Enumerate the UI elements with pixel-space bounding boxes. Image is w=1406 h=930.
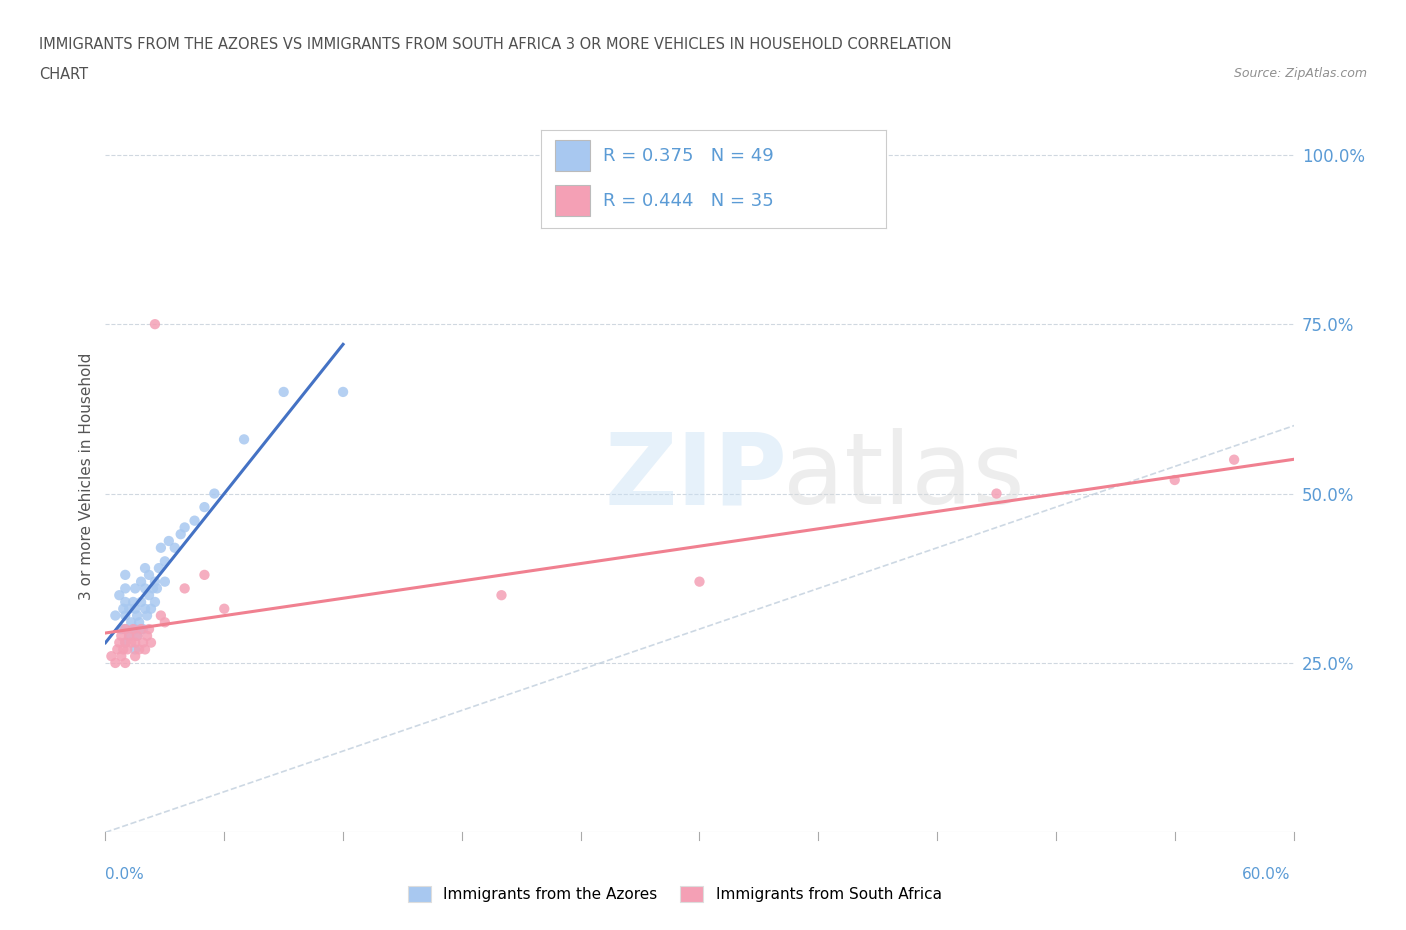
Point — [170, 526, 193, 541]
Point — [104, 656, 127, 671]
Point — [153, 615, 176, 630]
Point — [138, 588, 160, 603]
Point — [128, 615, 150, 630]
Point — [114, 567, 136, 582]
Point — [136, 629, 159, 644]
Legend: Immigrants from the Azores, Immigrants from South Africa: Immigrants from the Azores, Immigrants f… — [402, 880, 948, 909]
Point — [122, 621, 145, 636]
Text: ZIP: ZIP — [605, 428, 787, 525]
Text: R = 0.375   N = 49: R = 0.375 N = 49 — [603, 147, 775, 165]
Point — [1223, 452, 1246, 467]
Point — [122, 594, 145, 609]
Bar — [555, 185, 589, 216]
Point — [115, 642, 138, 657]
Point — [114, 656, 136, 671]
Point — [202, 486, 225, 501]
Point — [100, 649, 122, 664]
Point — [124, 581, 146, 596]
Point — [138, 567, 160, 582]
Point — [124, 621, 146, 636]
Point — [1164, 472, 1187, 487]
Text: CHART: CHART — [39, 67, 89, 82]
Point — [183, 513, 205, 528]
Point — [112, 642, 135, 657]
Point — [139, 635, 162, 650]
Point — [127, 629, 149, 644]
Point — [124, 635, 146, 650]
Point — [114, 581, 136, 596]
Y-axis label: 3 or more Vehicles in Household: 3 or more Vehicles in Household — [79, 353, 94, 600]
Point — [112, 602, 135, 617]
Point — [134, 581, 156, 596]
Point — [986, 486, 1008, 501]
Point — [193, 499, 215, 514]
Point — [233, 432, 256, 446]
Point — [132, 635, 155, 650]
Point — [143, 574, 166, 589]
Point — [114, 635, 136, 650]
Point — [138, 621, 160, 636]
Point — [148, 561, 170, 576]
Point — [332, 384, 354, 399]
Point — [114, 608, 136, 623]
Point — [163, 540, 186, 555]
Point — [118, 602, 141, 617]
Point — [120, 635, 142, 650]
Point — [118, 629, 141, 644]
Point — [127, 608, 149, 623]
Text: IMMIGRANTS FROM THE AZORES VS IMMIGRANTS FROM SOUTH AFRICA 3 OR MORE VEHICLES IN: IMMIGRANTS FROM THE AZORES VS IMMIGRANTS… — [39, 37, 952, 52]
Point — [114, 621, 136, 636]
Point — [214, 602, 236, 617]
Point — [143, 317, 166, 332]
Point — [142, 581, 165, 596]
Point — [127, 629, 149, 644]
Point — [114, 594, 136, 609]
Point — [129, 574, 152, 589]
Point — [157, 534, 180, 549]
Point — [491, 588, 513, 603]
Point — [134, 602, 156, 617]
Point — [273, 384, 295, 399]
Point — [149, 608, 172, 623]
Point — [110, 621, 132, 636]
Text: 60.0%: 60.0% — [1243, 867, 1291, 882]
Point — [129, 621, 152, 636]
Point — [108, 635, 131, 650]
Point — [120, 615, 142, 630]
Bar — [555, 140, 589, 171]
Point — [105, 642, 128, 657]
Point — [136, 608, 159, 623]
Point — [108, 588, 131, 603]
Point — [149, 540, 172, 555]
Point — [110, 629, 132, 644]
Text: Source: ZipAtlas.com: Source: ZipAtlas.com — [1233, 67, 1367, 80]
Point — [153, 554, 176, 569]
Point — [689, 574, 711, 589]
Point — [129, 594, 152, 609]
Point — [143, 594, 166, 609]
Point — [134, 642, 156, 657]
Point — [110, 649, 132, 664]
Point — [124, 642, 146, 657]
Point — [173, 520, 195, 535]
Point — [146, 581, 169, 596]
Text: R = 0.444   N = 35: R = 0.444 N = 35 — [603, 192, 775, 209]
Point — [118, 629, 141, 644]
Point — [128, 642, 150, 657]
Point — [139, 602, 162, 617]
Point — [132, 621, 155, 636]
Point — [124, 649, 146, 664]
Point — [124, 602, 146, 617]
Point — [153, 574, 176, 589]
Point — [114, 635, 136, 650]
Point — [193, 567, 215, 582]
Point — [134, 561, 156, 576]
Point — [104, 608, 127, 623]
Point — [173, 581, 195, 596]
Text: 0.0%: 0.0% — [105, 867, 145, 882]
Point — [114, 621, 136, 636]
Text: atlas: atlas — [783, 428, 1025, 525]
